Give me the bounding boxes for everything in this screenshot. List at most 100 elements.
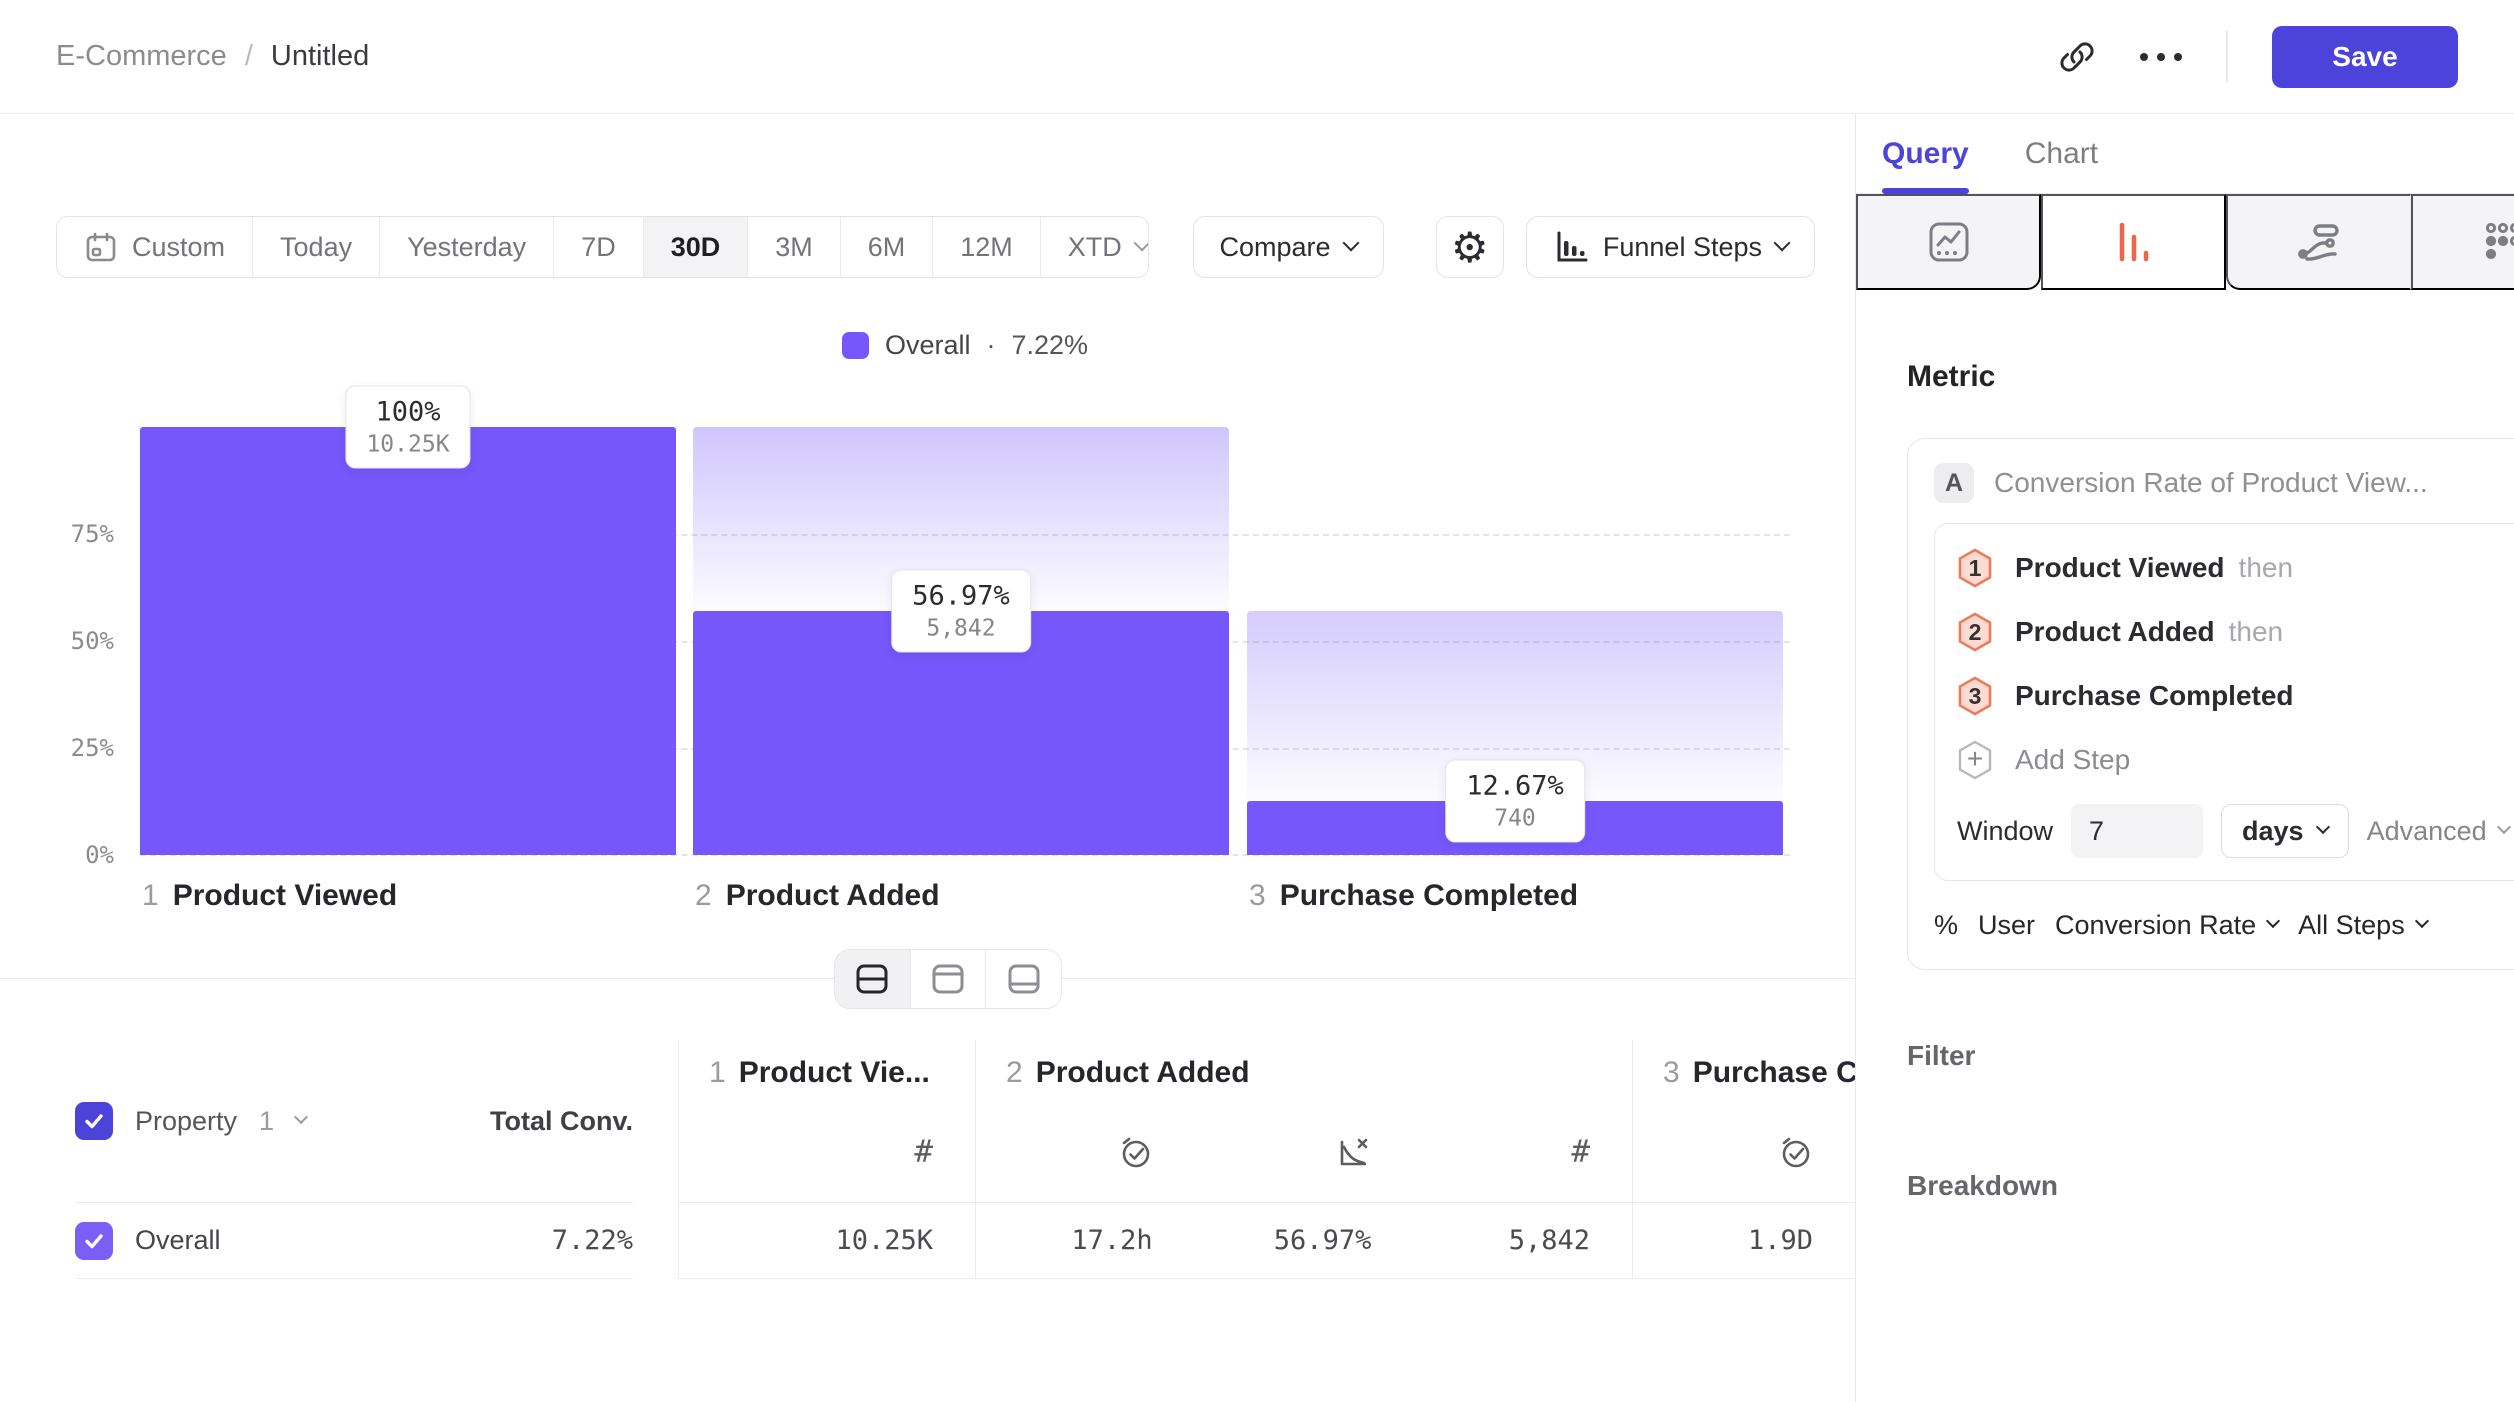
funnel-bar-step-3[interactable]: 12.67% 740: [1247, 427, 1783, 855]
table-step2-column: 2 Product Added # 17.2h 56.97%: [975, 1040, 1632, 1279]
steps-scope-select[interactable]: All Steps: [2298, 910, 2429, 941]
step2-count-value: 5,842: [1508, 1225, 1591, 1256]
share-link-button[interactable]: [2058, 38, 2096, 76]
funnel-bars-icon: [1553, 229, 1589, 265]
step-number-hexagon: 1: [1957, 548, 1993, 588]
range-30d[interactable]: 30D: [642, 217, 748, 277]
window-value-input[interactable]: [2071, 804, 2204, 858]
count-metric-icon[interactable]: #: [1571, 1134, 1591, 1170]
chevron-down-icon: [2315, 819, 2330, 835]
legend-swatch: [841, 332, 869, 359]
table-row[interactable]: Overall 7.22%: [75, 1203, 633, 1279]
query-panel: Query Chart: [1855, 114, 2514, 1402]
active-tab-underline: [1882, 188, 1969, 194]
chart-toolbar: Custom Today Yesterday 7D 30D 3M 6M 12M …: [56, 216, 1815, 278]
bar-segment[interactable]: [140, 427, 676, 855]
time-to-convert-icon[interactable]: [1117, 1134, 1153, 1170]
breadcrumb-project[interactable]: E-Commerce: [56, 40, 227, 72]
range-3m[interactable]: 3M: [747, 217, 840, 277]
legend-series-value: 7.22%: [1011, 330, 1089, 360]
range-today[interactable]: Today: [252, 217, 380, 277]
more-menu-button[interactable]: [2140, 52, 2182, 61]
metric-card: A Conversion Rate of Product View... 1 P…: [1907, 438, 2514, 970]
breakdown-label: Breakdown: [1907, 1170, 2058, 1201]
select-all-checkbox[interactable]: [75, 1102, 113, 1140]
funnel-chart: 75% 50% 25% 0% 100% 10.25K 56.97% 5,842: [71, 385, 1790, 912]
header-divider: [2226, 30, 2228, 83]
top-header: E-Commerce / Untitled Save: [0, 0, 2514, 114]
breadcrumb-report-title[interactable]: Untitled: [270, 40, 370, 72]
layout-chart-only-button[interactable]: [909, 950, 986, 1008]
counting-entity-select[interactable]: User: [1978, 909, 2036, 940]
step1-group-header[interactable]: 1 Product Vie...: [709, 1056, 930, 1089]
chart-legend[interactable]: Overall · 7.22%: [140, 330, 1790, 361]
date-range-segmented-control: Custom Today Yesterday 7D 30D 3M 6M 12M …: [56, 216, 1149, 278]
query-step-2[interactable]: 2 Product Added then: [1957, 600, 2509, 664]
count-metric-icon[interactable]: #: [914, 1134, 933, 1170]
range-xtd[interactable]: XTD: [1039, 217, 1148, 277]
metric-heading: Metric: [1907, 360, 1996, 393]
panel-tabs: Query Chart: [1856, 114, 2514, 194]
step-number-hexagon: 3: [1957, 676, 1993, 716]
window-unit-select[interactable]: days: [2221, 804, 2349, 858]
table-header-row: Property 1 Total Conv.: [75, 1040, 633, 1203]
breadcrumb-separator: /: [244, 40, 253, 72]
x-label-step-2: 2 Product Added: [695, 879, 940, 912]
report-main-area: Custom Today Yesterday 7D 30D 3M 6M 12M …: [0, 114, 1855, 1402]
calendar-icon: [84, 230, 118, 264]
property-column-header[interactable]: Property: [135, 1105, 238, 1136]
results-table: Property 1 Total Conv. Overall 7.22%: [0, 1040, 1855, 1279]
format-percent-toggle[interactable]: %: [1934, 909, 1959, 940]
conversion-rate-icon[interactable]: [1335, 1134, 1371, 1170]
bar-value-tooltip: 12.67% 740: [1445, 759, 1585, 843]
flows-report-tab[interactable]: [2226, 194, 2411, 290]
tab-chart[interactable]: Chart: [2024, 136, 2099, 170]
link-icon: [2058, 38, 2096, 76]
funnels-report-tab[interactable]: [2041, 194, 2227, 290]
chevron-down-icon: [2266, 913, 2281, 929]
step2-group-header[interactable]: 2 Product Added: [1006, 1056, 1250, 1089]
layout-table-only-button[interactable]: [985, 950, 1061, 1008]
layout-split-button[interactable]: [835, 950, 910, 1008]
query-step-1[interactable]: 1 Product Viewed then: [1957, 536, 2509, 600]
insights-report-tab[interactable]: [1856, 194, 2042, 290]
breadcrumb: E-Commerce / Untitled: [56, 40, 369, 73]
advanced-toggle[interactable]: Advanced: [2367, 816, 2511, 847]
range-12m[interactable]: 12M: [932, 217, 1040, 277]
y-tick-75: 75%: [70, 520, 114, 548]
step3-group-header[interactable]: 3 Purchase C: [1663, 1056, 1855, 1089]
add-step-hexagon-icon: +: [1957, 740, 1993, 780]
chart-settings-button[interactable]: ⚙: [1435, 216, 1504, 278]
window-label: Window: [1957, 815, 2054, 846]
query-step-3[interactable]: 3 Purchase Completed: [1957, 664, 2509, 728]
step-number-hexagon: 2: [1957, 612, 1993, 652]
metric-title-row[interactable]: A Conversion Rate of Product View...: [1934, 457, 2514, 509]
range-custom[interactable]: Custom: [57, 217, 253, 277]
step1-count-value: 10.25K: [835, 1225, 933, 1256]
gridline-75: [140, 534, 1790, 536]
row-checkbox[interactable]: [75, 1221, 113, 1260]
flows-icon: [2295, 218, 2343, 266]
row-label: Overall: [135, 1225, 221, 1255]
report-type-strip: [1856, 194, 2514, 290]
range-7d[interactable]: 7D: [553, 217, 643, 277]
total-conv-header[interactable]: Total Conv.: [490, 1105, 633, 1136]
funnel-bar-step-1[interactable]: 100% 10.25K: [140, 385, 676, 855]
table-property-column: Property 1 Total Conv. Overall 7.22%: [0, 1040, 678, 1279]
insights-icon: [1925, 218, 1973, 266]
funnel-bar-step-2[interactable]: 56.97% 5,842: [693, 427, 1229, 855]
tab-query[interactable]: Query: [1882, 114, 1969, 194]
conversion-window-row: Window days Advanced: [1957, 796, 2511, 866]
chart-view-selector[interactable]: Funnel Steps: [1525, 216, 1815, 278]
range-6m[interactable]: 6M: [839, 217, 933, 277]
retention-report-tab[interactable]: [2410, 194, 2514, 290]
add-step-button[interactable]: + Add Step: [1957, 728, 2509, 792]
measure-select[interactable]: Conversion Rate: [2055, 910, 2281, 941]
range-yesterday[interactable]: Yesterday: [379, 217, 554, 277]
time-to-convert-icon[interactable]: [1777, 1134, 1813, 1170]
chevron-down-icon: [2414, 913, 2429, 929]
compare-button[interactable]: Compare: [1192, 216, 1384, 278]
metric-letter-badge: A: [1934, 463, 1974, 503]
save-button[interactable]: Save: [2272, 25, 2458, 88]
metric-title: Conversion Rate of Product View...: [1994, 467, 2428, 498]
